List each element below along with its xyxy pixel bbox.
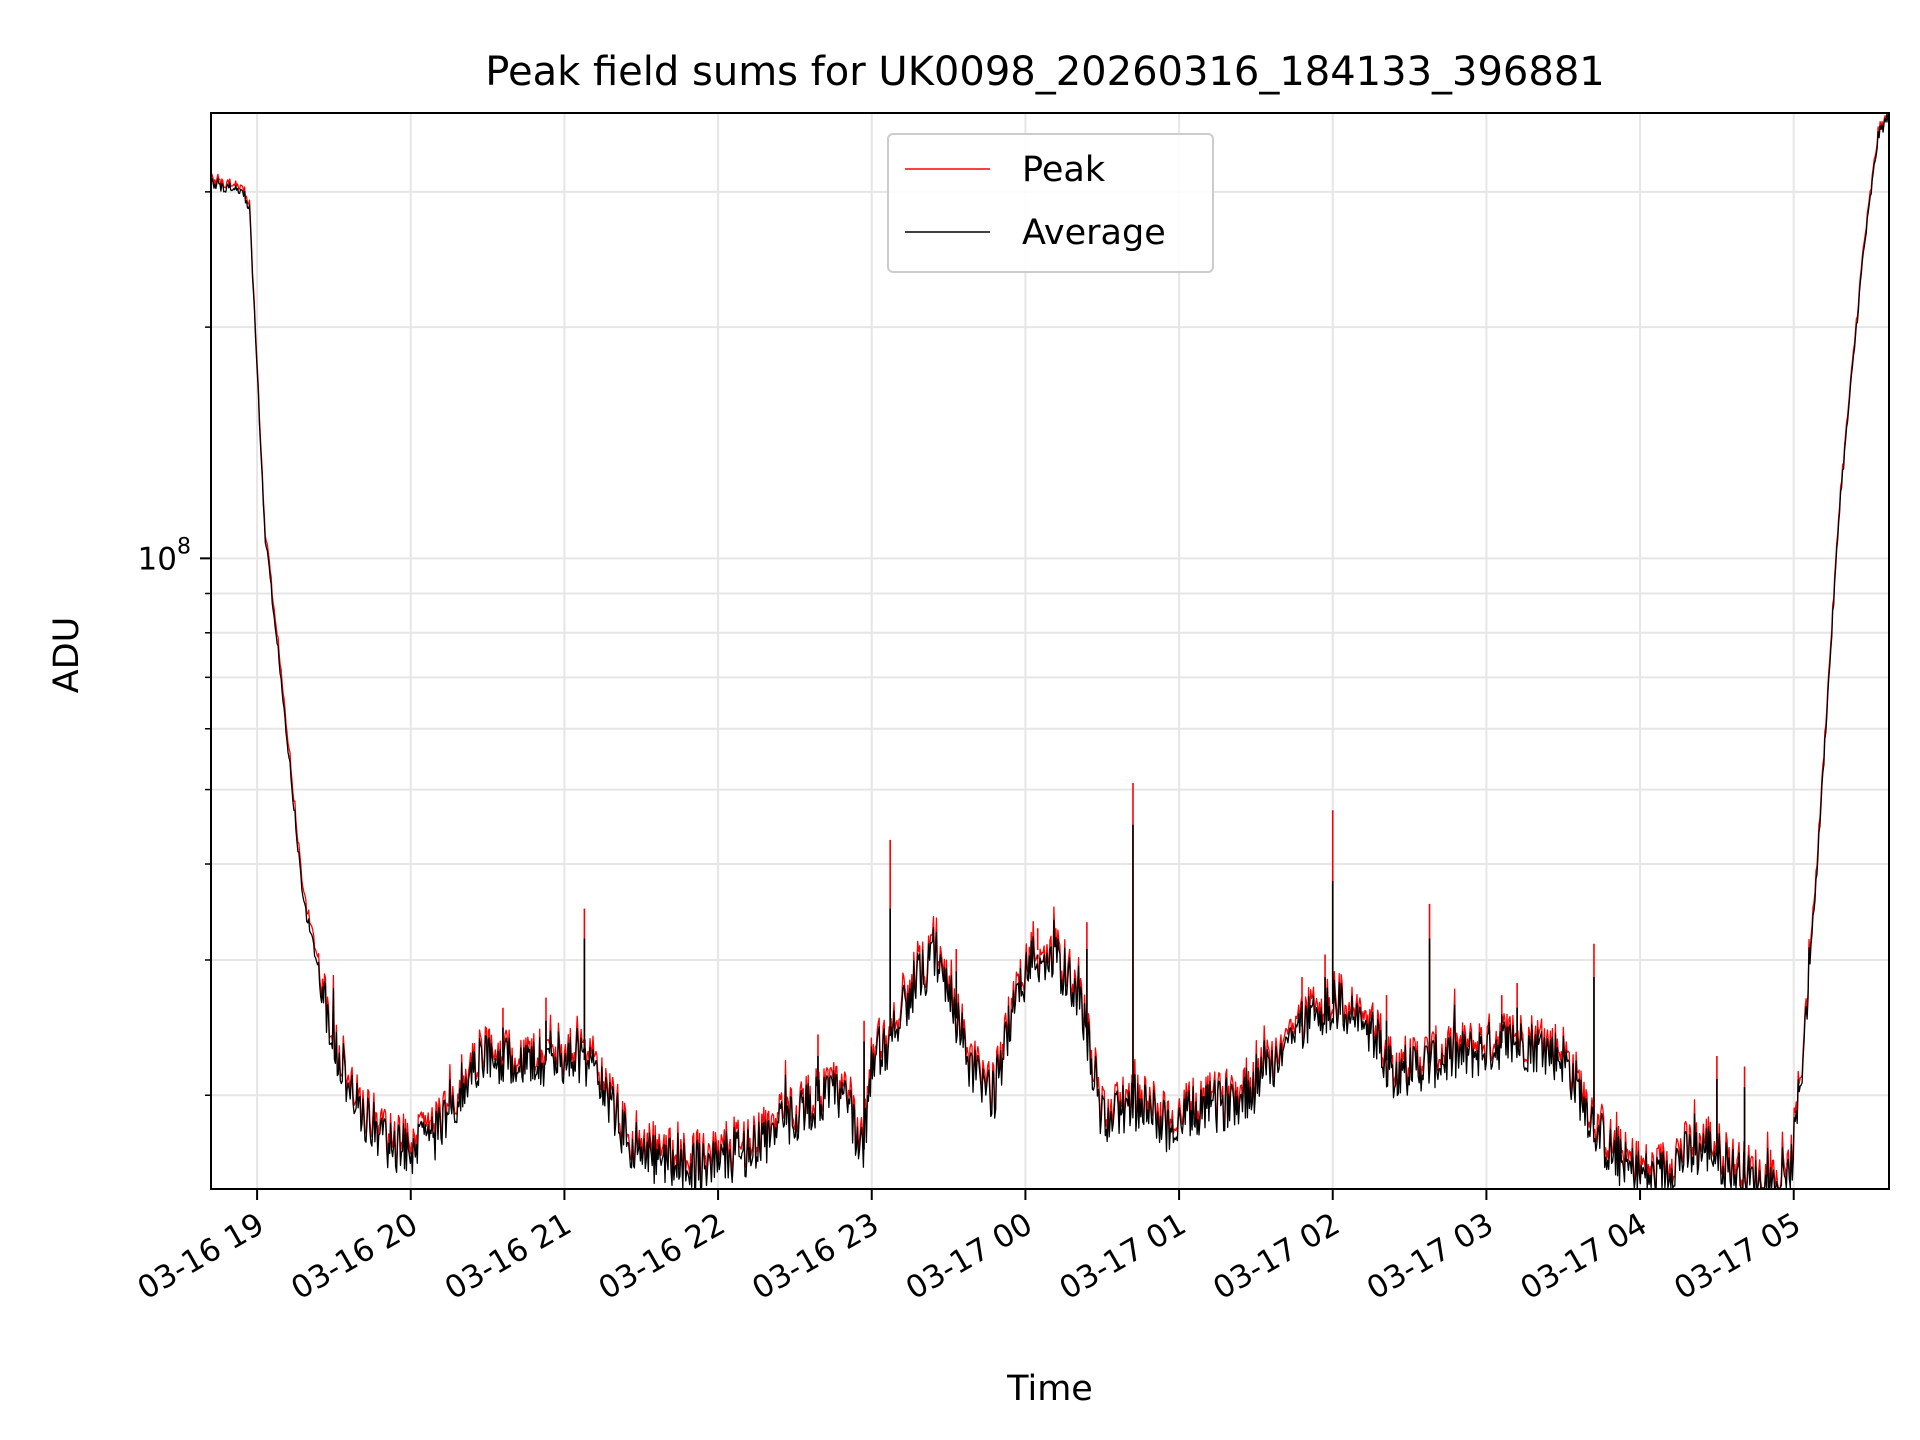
legend-average-label: Average xyxy=(1022,213,1166,253)
average-series-line xyxy=(210,113,1890,1189)
legend-peak-label: Peak xyxy=(1022,150,1106,190)
chart-title: Peak field sums for UK0098_20260316_1841… xyxy=(485,49,1604,95)
plot-area xyxy=(210,113,1890,1189)
grid xyxy=(211,113,1889,1189)
x-axis-label: Time xyxy=(1006,1369,1093,1409)
y-axis-label: ADU xyxy=(47,617,87,694)
axes-frame xyxy=(210,112,1890,1190)
y-tick-label: 108 xyxy=(138,534,191,577)
legend: Peak Average xyxy=(887,133,1214,273)
